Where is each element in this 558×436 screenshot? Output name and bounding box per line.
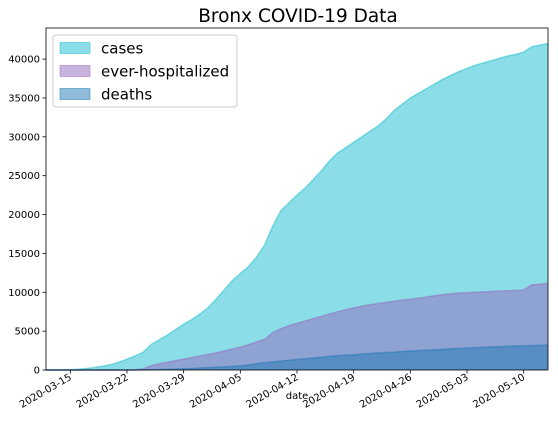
series-line-cases — [45, 42, 549, 371]
y-tick-label: 15000 — [8, 249, 40, 260]
legend-swatch-ever-hospitalized — [59, 65, 91, 77]
legend: cases ever-hospitalized deaths — [52, 34, 238, 108]
y-tick-label: 40000 — [8, 55, 40, 66]
legend-box — [52, 34, 238, 108]
y-tick-label: 10000 — [8, 288, 40, 299]
y-tick-label: 0 — [34, 366, 40, 377]
legend-swatch-deaths — [59, 88, 91, 100]
y-tick-label: 30000 — [8, 132, 40, 143]
y-tick-label: 35000 — [8, 93, 40, 104]
legend-label-ever-hospitalized: ever-hospitalized — [101, 63, 229, 81]
legend-label-cases: cases — [101, 40, 143, 58]
series-layer — [45, 42, 549, 371]
series-area-cases — [46, 43, 548, 371]
y-tick-label: 25000 — [8, 171, 40, 182]
y-tick-label: 20000 — [8, 210, 40, 221]
legend-label-deaths: deaths — [101, 86, 152, 104]
chart-title: Bronx COVID-19 Data — [198, 6, 398, 27]
series-area-ever-hospitalized — [46, 283, 548, 370]
y-axis: 0 5000 10000 15000 20000 25000 30000 35000 40000 — [8, 55, 46, 377]
x-axis-label: date — [286, 391, 309, 402]
legend-swatch-cases — [59, 42, 91, 54]
y-tick-label: 5000 — [15, 327, 40, 338]
series-area-deaths — [46, 345, 548, 370]
